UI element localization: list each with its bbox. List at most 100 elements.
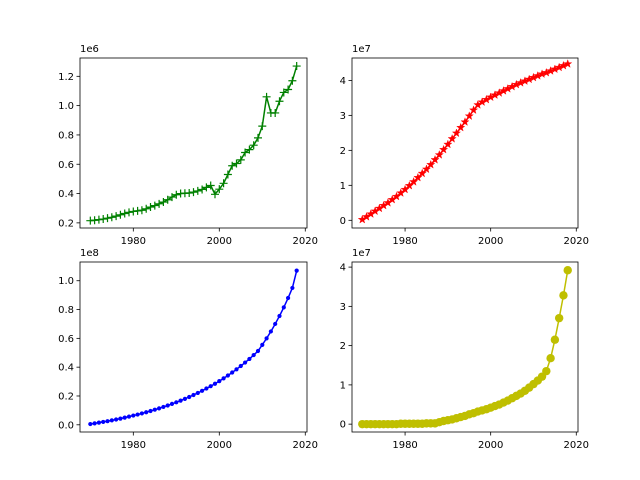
subplot-1-data-point [202, 183, 211, 192]
subplot-1-data-point [198, 185, 207, 194]
subplot-3-x-tick-label: 2020 [293, 440, 318, 451]
subplot-3-data-point [96, 420, 102, 425]
subplot-3-y-tick-label: 0.4 [58, 363, 74, 374]
subplot-2-axes-frame [351, 57, 579, 229]
subplot-1-data-point [155, 199, 164, 208]
subplot-4-data-point [554, 313, 564, 323]
subplot-2-x-tick-label: 1980 [392, 236, 417, 247]
subplot-3-data-point [268, 329, 273, 334]
subplot-1-data-point [150, 201, 159, 210]
subplot-3-data-point [277, 313, 282, 319]
subplot-3-data-point [234, 367, 239, 372]
subplot-1-data-point [245, 145, 254, 154]
subplot-1-data-point [103, 214, 112, 223]
subplot-1-data-point [241, 148, 250, 157]
subplot-1-data-point [262, 92, 271, 101]
subplot-4-data-point [546, 353, 555, 363]
subplot-1-data-point [279, 88, 288, 97]
subplot-1-data-point [253, 133, 262, 142]
subplot-1-x-tick-label: 2000 [207, 236, 232, 247]
subplot-2-data-point [417, 168, 427, 178]
subplot-3-data-point [157, 406, 162, 411]
subplot-3-data-point [221, 376, 226, 381]
subplot-1-data-point [193, 186, 202, 195]
subplot-1-y-tick-label: 1.2 [58, 72, 74, 83]
subplot-3-data-point [161, 404, 166, 410]
subplot-3-data-point [212, 381, 218, 386]
subplot-4-axes-frame [351, 261, 579, 433]
subplot-4: 1980 2000 2020 0 1 2 3 4 1e7 [340, 248, 589, 451]
subplot-1-y-tick-label: 0.4 [58, 189, 74, 200]
subplot-3-y-tick-label: 1.0 [58, 276, 74, 287]
subplot-3-data-point [169, 401, 175, 407]
subplot-3-data-point [182, 396, 188, 401]
subplot-2-data-point [426, 159, 436, 169]
subplot-3-data-point [118, 416, 123, 421]
subplot-3-data-point [217, 379, 222, 384]
subplot-4-y-tick-label: 1 [340, 380, 346, 391]
subplot-3-data-point [247, 356, 252, 362]
subplot-2-data-point [439, 144, 449, 154]
subplot-1-data-point [172, 190, 181, 199]
subplot-1-data-point [163, 195, 172, 204]
subplot-2-y-tick-label: 3 [340, 111, 346, 122]
subplot-2: 1980 2000 2020 0 1 2 3 4 1e7 [340, 44, 589, 247]
subplot-3-data-point [178, 398, 183, 403]
subplot-1-data-point [142, 204, 151, 213]
subplot-1-data-point [228, 161, 237, 170]
subplot-4-data-point [542, 366, 551, 376]
subplot-1-data-point [215, 185, 224, 194]
subplot-3-data-point [199, 388, 205, 393]
subplot-3-data-point [242, 360, 248, 365]
subplot-2-data-point [451, 128, 461, 138]
subplot-1-data-point [249, 141, 258, 150]
subplot-3-data-point [165, 403, 170, 408]
subplot-3-data-point [273, 321, 278, 327]
subplot-1-data-point [232, 159, 241, 168]
subplot-1-data-point [159, 198, 168, 207]
subplot-4-x-tick-label: 2020 [564, 440, 589, 451]
subplot-3-data-point [255, 348, 261, 354]
subplot-1-data-point [120, 209, 129, 218]
subplot-1-data-point [210, 190, 219, 199]
subplot-3-data-point [230, 370, 235, 375]
subplot-3-data-point [281, 305, 286, 310]
subplot-3-data-point [238, 363, 243, 369]
subplot-3-data-point [105, 419, 110, 424]
subplot-3-y-tick-label: 0.0 [58, 420, 74, 431]
subplot-1-data-point [223, 170, 232, 179]
subplot-4-data-point [559, 291, 568, 300]
subplot-1-y-tick-label: 0.6 [58, 160, 74, 171]
subplot-3-data-point [264, 336, 269, 341]
subplot-3-data-point [294, 268, 299, 273]
subplot-2-data-point [430, 154, 440, 164]
subplot-1-data-point [219, 179, 228, 188]
subplot-3-data-point [260, 342, 265, 347]
subplot-3-data-point [139, 411, 145, 416]
subplot-2-x-tick-label: 2020 [564, 236, 589, 247]
subplot-3-data-point [131, 413, 136, 418]
subplot-4-offset-text: 1e7 [352, 248, 371, 259]
subplot-3-data-point [187, 394, 192, 400]
subplot-3-data-point [144, 410, 149, 415]
subplot-1-data-point [271, 108, 280, 117]
subplot-1-y-tick-label: 1.0 [58, 101, 74, 112]
subplot-3-data-point [225, 373, 230, 378]
subplot-3-data-point [174, 400, 179, 405]
subplot-4-y-tick-label: 0 [340, 420, 346, 431]
subplot-3-data-point [285, 295, 291, 301]
subplot-4-y-tick-label: 3 [340, 302, 346, 313]
subplot-1-y-tick-label: 0.8 [58, 130, 74, 141]
subplot-3-data-point [191, 392, 196, 398]
subplot-3-data-point [92, 421, 97, 426]
subplot-3-data-point [195, 390, 200, 396]
subplot-1-data-point [236, 155, 245, 164]
subplot-1-data-point [137, 206, 146, 215]
subplot-3-data-point [290, 285, 295, 291]
subplot-3-data-point [88, 421, 93, 427]
subplot-1-data-point [125, 208, 134, 217]
subplot-3-x-tick-label: 2000 [207, 440, 232, 451]
subplot-1-data-point [185, 188, 194, 197]
subplot-1-data-point [146, 203, 155, 212]
